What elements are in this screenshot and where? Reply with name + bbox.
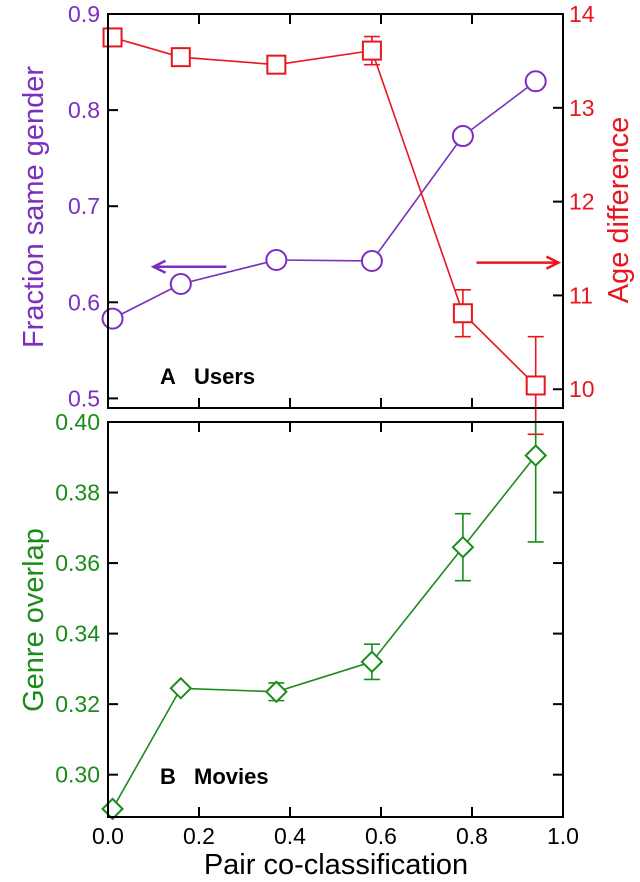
y-axis-label-left-a: Fraction same gender [18, 66, 50, 348]
b-xtick-label-2: 0.4 [274, 823, 306, 849]
panel-b-label: B [160, 764, 176, 789]
x-axis-label: Pair co-classification [204, 849, 468, 881]
b-ytick-left-label-4: 0.38 [55, 480, 100, 506]
a-ytick-right-label-2: 12 [569, 189, 595, 215]
series-b0-point-3 [360, 650, 384, 674]
b-ytick-left-label-2: 0.34 [55, 621, 100, 647]
a-ytick-left-label-2: 0.7 [68, 193, 100, 219]
series-a0-line [112, 80, 537, 320]
panel-movies: 0.0 0.2 0.4 0.6 0.8 1.0 0.30 0.32 0.34 0.36 0.38 0.… [18, 409, 579, 881]
series-a1-point-4 [452, 303, 473, 324]
b-ytick-left-label-3: 0.36 [55, 550, 100, 576]
series-a0-point-1 [169, 273, 192, 296]
b-ytick-left-label-5: 0.40 [55, 409, 100, 435]
a-ytick-left-label-4: 0.9 [68, 1, 100, 27]
arrow-1-head [545, 255, 562, 270]
b-xtick-label-3: 0.6 [365, 823, 397, 849]
a-ytick-right-label-1: 11 [569, 282, 593, 308]
a-ytick-right-label-3: 13 [569, 95, 595, 121]
panel-b-frame [107, 421, 564, 818]
y-axis-label-right-a: Age difference [603, 117, 635, 304]
series-a0-point-4 [451, 125, 474, 148]
b-ytick-left-label-1: 0.32 [55, 691, 100, 717]
y-axis-label-left-b: Genre overlap [18, 528, 50, 712]
series-b0-point-5 [524, 444, 548, 467]
series-b0-point-0 [101, 797, 124, 821]
b-xtick-label-1: 0.2 [183, 823, 215, 849]
series-a0-point-2 [265, 249, 288, 272]
series-a1-point-0 [102, 27, 123, 48]
series-a0-point-5 [524, 70, 547, 93]
b-xtick-label-4: 0.8 [456, 823, 488, 849]
series-a1-point-5 [525, 375, 546, 396]
series-a0-point-3 [360, 249, 383, 272]
a-ytick-left-label-3: 0.8 [68, 97, 100, 123]
a-ytick-left-label-1: 0.6 [68, 289, 100, 315]
panel-b-title: Movies [194, 764, 269, 789]
panel-a-title: Users [194, 364, 255, 389]
series-b0-point-2 [264, 680, 288, 704]
series-a1-point-3 [361, 40, 382, 61]
series-a0-point-0 [101, 307, 124, 330]
series-a1-point-2 [266, 54, 287, 75]
series-b0-line [111, 455, 537, 810]
series-a1-line [112, 36, 537, 387]
arrow-0-head [150, 259, 167, 274]
panel-a-frame [107, 13, 564, 409]
series-b0-point-1 [169, 676, 193, 700]
series-a1-point-1 [170, 47, 191, 68]
panel-users: 0.5 0.6 0.7 0.8 0.9 10 11 12 13 14 A Users Fracti… [18, 1, 635, 436]
b-ytick-left-label-0: 0.30 [55, 762, 100, 788]
b-xtick-label-0: 0.0 [92, 823, 124, 849]
panel-a-label: A [160, 364, 176, 389]
series-b0-point-4 [451, 535, 475, 559]
b-xtick-label-5: 1.0 [547, 823, 579, 849]
a-ytick-left-label-0: 0.5 [68, 385, 100, 411]
a-ytick-right-label-0: 10 [569, 376, 595, 402]
a-ytick-right-label-4: 14 [569, 1, 595, 27]
